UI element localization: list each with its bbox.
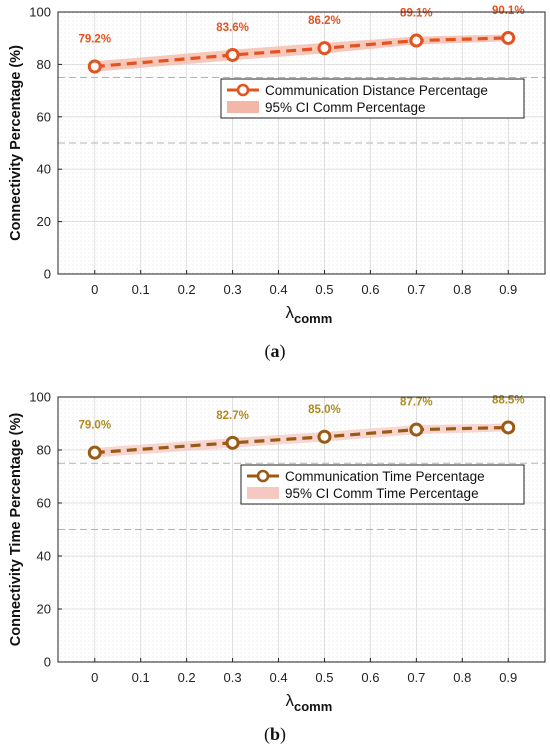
y-tick-label: 100 (29, 5, 51, 20)
x-tick-label: 0 (91, 282, 98, 297)
x-tick-label: 0.2 (178, 670, 196, 685)
x-axis-label-symbol: λ (286, 303, 295, 322)
legend: Communication Distance Percentage 95% CI … (220, 78, 525, 119)
y-tick-label: 0 (44, 655, 51, 670)
x-tick-label: 0.7 (407, 282, 425, 297)
x-axis-label: λcomm (286, 691, 333, 714)
data-label: 79.0% (78, 420, 111, 432)
data-point-marker (225, 435, 240, 450)
y-tick-label: 40 (37, 162, 51, 177)
legend-marker-swatch (256, 469, 270, 483)
legend-box (220, 78, 525, 119)
x-axis-label: λcomm (286, 303, 333, 326)
y-tick-label: 100 (29, 390, 51, 405)
y-tick-label: 60 (37, 109, 51, 124)
x-tick-label: 0.5 (315, 282, 333, 297)
legend-entry-series: Communication Distance Percentage (265, 83, 488, 98)
panel-label-open: ( (264, 724, 270, 745)
data-point-marker (409, 33, 424, 48)
y-tick-label: 20 (37, 602, 51, 617)
x-axis-label-subscript: comm (294, 699, 332, 714)
y-tick-label: 80 (37, 443, 51, 458)
x-axis-label-subscript: comm (294, 311, 332, 326)
panel-label-letter: b (270, 724, 280, 744)
x-tick-label: 0 (91, 670, 98, 685)
data-point-marker (409, 422, 424, 437)
data-label: 89.1% (400, 8, 433, 20)
data-label: 82.7% (216, 410, 249, 422)
data-label: 88.5% (492, 394, 525, 406)
data-point-marker (317, 429, 332, 444)
legend-entry-band: 95% CI Comm Time Percentage (285, 486, 479, 501)
data-point-marker (87, 445, 102, 460)
data-label: 83.6% (216, 22, 249, 34)
x-tick-label: 0.1 (132, 282, 150, 297)
axes-frame (57, 11, 546, 275)
data-label: 79.2% (78, 33, 111, 45)
x-tick-label: 0.8 (453, 670, 471, 685)
x-tick-label: 0.4 (269, 670, 287, 685)
legend-box (240, 464, 525, 505)
data-label: 86.2% (308, 15, 341, 27)
legend-band-swatch (227, 101, 259, 113)
data-label: 87.7% (400, 397, 433, 409)
x-tick-label: 0.3 (224, 282, 242, 297)
data-label: 90.1% (492, 5, 525, 17)
data-point-marker (87, 59, 102, 74)
x-tick-label: 0.3 (224, 670, 242, 685)
y-tick-label: 20 (37, 214, 51, 229)
panel-label-close: ) (280, 724, 286, 745)
data-point-marker (317, 41, 332, 56)
panel-label: (a) (265, 341, 286, 362)
legend-marker-swatch (236, 83, 250, 97)
x-tick-label: 0.5 (315, 670, 333, 685)
y-tick-label: 60 (37, 496, 51, 511)
panel-label-open: ( (265, 341, 271, 362)
x-tick-label: 0.2 (178, 282, 196, 297)
panel-label-letter: a (271, 341, 280, 361)
data-point-marker (501, 420, 516, 435)
legend-band-swatch (247, 487, 279, 499)
x-tick-label: 0.9 (499, 282, 517, 297)
y-axis-label: Connectivity Percentage (%) (8, 45, 24, 241)
x-tick-label: 0.7 (407, 670, 425, 685)
x-tick-label: 0.9 (499, 670, 517, 685)
x-tick-label: 0.6 (361, 282, 379, 297)
y-tick-label: 80 (37, 57, 51, 72)
chart-panel-b: 79.0% 82.7% 85.0% 87.7% 88.5% 0 0.1 0.2 0.3 0.4 0.… (8, 390, 546, 745)
y-tick-label: 0 (44, 267, 51, 282)
y-axis-label: Connectivity Time Percentage (%) (8, 413, 24, 647)
x-tick-label: 0.1 (132, 670, 150, 685)
x-tick-label: 0.6 (361, 670, 379, 685)
data-point-marker (225, 47, 240, 62)
x-tick-label: 0.8 (453, 282, 471, 297)
panel-label-close: ) (280, 341, 286, 362)
data-label: 85.0% (308, 404, 341, 416)
x-tick-label: 0.4 (269, 282, 287, 297)
y-tick-label: 40 (37, 549, 51, 564)
legend: Communication Time Percentage 95% CI Comm… (240, 464, 525, 505)
axes-frame (57, 396, 546, 663)
legend-entry-series: Communication Time Percentage (285, 469, 485, 484)
data-point-marker (501, 30, 516, 45)
chart-panel-a: 79.2% 83.6% 86.2% 89.1% 90.1% 0 0.1 0.2 0.3 0.4 0.… (8, 5, 546, 362)
confidence-band (94, 34, 509, 72)
x-axis-label-symbol: λ (286, 691, 295, 710)
panel-label: (b) (264, 724, 286, 745)
legend-entry-band: 95% CI Comm Percentage (265, 100, 426, 115)
